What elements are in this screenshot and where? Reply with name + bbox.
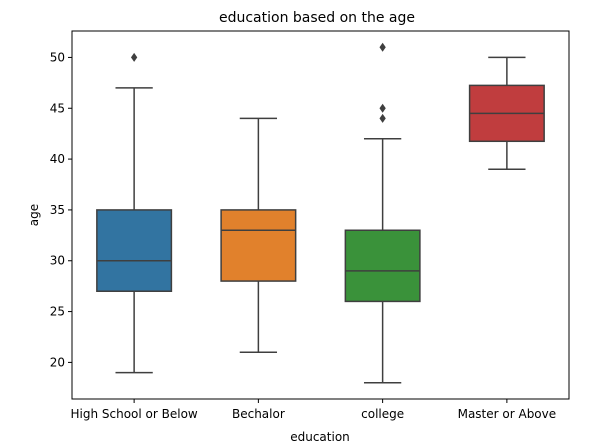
plot-area (96, 42, 545, 384)
y-tick-label: 45 (50, 101, 65, 115)
box-group (96, 52, 173, 374)
box-group (468, 56, 545, 171)
chart-title: education based on the age (219, 10, 415, 26)
x-axis-label: education (290, 430, 350, 444)
y-tick-label: 35 (50, 203, 65, 217)
box-group (220, 117, 297, 353)
y-tick-label: 30 (50, 254, 65, 268)
x-axis: High School or Below Bechalor college Maste… (71, 399, 557, 421)
outlier-point (379, 103, 386, 113)
plot-frame (71, 30, 570, 400)
x-tick-label: Master or Above (458, 407, 557, 421)
iqr-box (96, 209, 173, 292)
x-tick-label: college (361, 407, 404, 421)
y-tick-label: 25 (50, 305, 65, 319)
outlier-point (379, 42, 386, 52)
y-tick-label: 20 (50, 355, 65, 369)
outlier-point (130, 52, 138, 62)
box-group (344, 42, 421, 384)
y-axis: 20 25 30 35 40 45 50 (50, 50, 72, 369)
iqr-box (220, 209, 297, 282)
y-tick-label: 40 (50, 152, 65, 166)
iqr-box (344, 229, 421, 303)
y-tick-label: 50 (50, 50, 65, 64)
x-tick-label: High School or Below (71, 407, 198, 421)
y-axis-label: age (27, 204, 41, 226)
outlier-point (379, 113, 386, 123)
x-tick-label: Bechalor (232, 407, 285, 421)
